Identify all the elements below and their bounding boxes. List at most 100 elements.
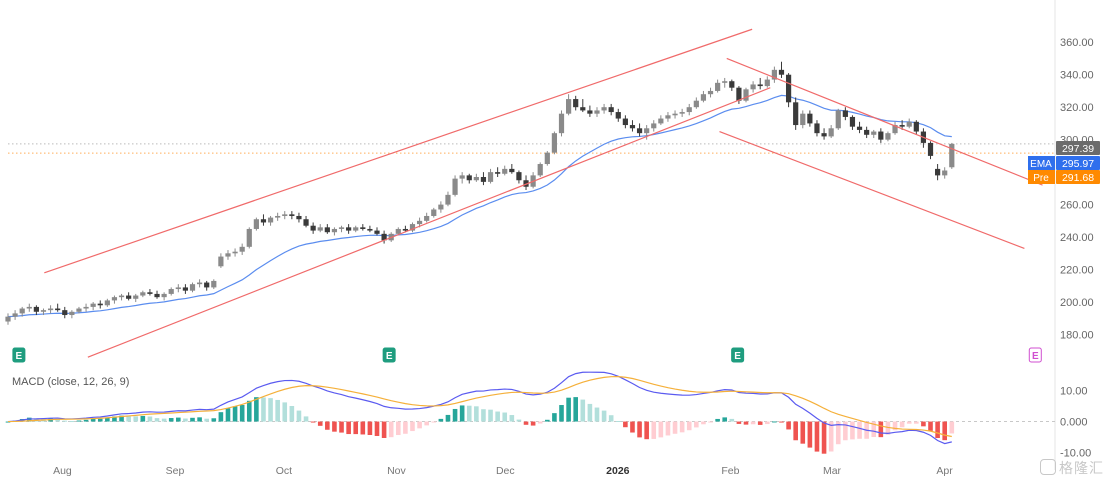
price-label-value: 295.97 xyxy=(1062,158,1094,170)
macd-histogram-bar xyxy=(523,421,529,425)
candle-body xyxy=(693,100,699,108)
candle-body xyxy=(196,282,203,285)
macd-histogram-bar xyxy=(26,417,32,422)
macd-histogram-bar xyxy=(658,421,664,438)
candle-body xyxy=(878,131,884,140)
candle-body xyxy=(267,217,274,223)
macd-histogram-bar xyxy=(176,417,181,422)
macd-histogram-bar xyxy=(644,421,649,440)
candle-body xyxy=(573,99,579,108)
macd-histogram-bar xyxy=(417,421,422,429)
trend-channel-line xyxy=(87,87,771,358)
macd-histogram-bar xyxy=(55,418,60,422)
candle-body xyxy=(360,227,366,229)
macd-histogram-bar xyxy=(821,421,827,454)
macd-histogram-bar xyxy=(296,410,302,422)
candle-body xyxy=(431,209,437,216)
macd-histogram-bar xyxy=(814,421,820,452)
macd-tick-label: 0.000 xyxy=(1060,417,1088,429)
macd-histogram-bar xyxy=(211,418,217,422)
candle-body xyxy=(19,308,25,314)
macd-histogram-bar xyxy=(218,412,224,422)
candle-body xyxy=(239,246,245,252)
candle-body xyxy=(346,227,352,231)
macd-histogram-bar xyxy=(289,405,295,422)
macd-histogram-bar xyxy=(608,415,614,422)
ema-line xyxy=(7,94,952,318)
candle-body xyxy=(324,227,330,233)
macd-histogram-bar xyxy=(559,405,564,422)
candle-body xyxy=(778,69,785,75)
macd-histogram-bar xyxy=(410,421,415,432)
macd-histogram-bar xyxy=(119,415,124,422)
macd-histogram-bar xyxy=(303,416,309,422)
candle-body xyxy=(856,126,863,130)
candle-body xyxy=(750,84,756,90)
month-tick-label: Nov xyxy=(387,465,406,477)
price-label-bg xyxy=(1056,141,1100,155)
macd-histogram-bar xyxy=(395,421,401,436)
candle-body xyxy=(275,215,281,218)
macd-signal-line xyxy=(7,376,952,438)
macd-histogram-bar xyxy=(154,418,160,422)
price-tick-label: 200.00 xyxy=(1060,297,1094,309)
macd-layer xyxy=(5,371,1055,454)
candle-body xyxy=(409,224,416,231)
candle-body xyxy=(182,287,189,291)
macd-histogram-bar xyxy=(871,421,877,438)
macd-histogram-bar xyxy=(637,421,642,438)
macd-histogram-bar xyxy=(466,405,472,422)
watermark: 格隆汇 xyxy=(1040,458,1104,478)
macd-histogram-bar xyxy=(793,421,798,441)
macd-histogram-bar xyxy=(268,398,273,422)
macd-histogram-bar xyxy=(701,421,706,425)
candle-body xyxy=(111,297,118,301)
candle-body xyxy=(927,142,934,156)
macd-histogram-bar xyxy=(403,421,408,434)
macd-line xyxy=(7,371,952,445)
price-label-tag-bg xyxy=(1028,170,1055,184)
macd-histogram-bar xyxy=(105,417,110,422)
candle-body xyxy=(416,220,423,225)
macd-histogram-bar xyxy=(537,421,543,424)
macd-histogram-bar xyxy=(764,421,770,425)
price-label-value: 291.68 xyxy=(1062,172,1094,184)
candle-body xyxy=(906,121,912,127)
candle-body xyxy=(835,110,841,129)
macd-histogram-bar xyxy=(452,408,458,422)
macd-histogram-bar xyxy=(317,421,323,426)
candle-body xyxy=(374,230,380,234)
candle-body xyxy=(849,116,856,127)
candle-body xyxy=(310,225,316,231)
macd-histogram-bar xyxy=(90,418,96,422)
month-tick-label: Mar xyxy=(823,465,842,477)
candle-body xyxy=(480,177,487,182)
price-label-bg xyxy=(1056,156,1100,170)
macd-histogram-bar xyxy=(438,418,444,422)
price-label-bg xyxy=(1056,170,1100,184)
macd-histogram-bar xyxy=(474,406,479,422)
macd-histogram-bar xyxy=(197,417,202,422)
macd-histogram-bar xyxy=(339,421,344,433)
ema-layer xyxy=(7,94,952,318)
macd-histogram-bar xyxy=(694,421,699,428)
macd-histogram-bar xyxy=(161,418,167,422)
macd-histogram-bar xyxy=(857,421,862,439)
candle-body xyxy=(55,308,61,311)
macd-histogram-bar xyxy=(112,416,117,422)
macd-histogram-bar xyxy=(566,397,571,422)
candle-body xyxy=(395,228,401,234)
candle-body xyxy=(566,99,572,114)
candle-body xyxy=(353,227,359,231)
macd-histogram-bar xyxy=(246,400,252,422)
macd-histogram-bar xyxy=(729,418,735,422)
candle-body xyxy=(495,172,501,174)
macd-histogram-bar xyxy=(481,409,486,422)
candle-body xyxy=(140,292,146,296)
earnings-marker-label: E xyxy=(386,351,393,362)
candle-body xyxy=(424,215,430,221)
macd-histogram-bar xyxy=(530,421,536,426)
candle-body xyxy=(253,219,259,229)
candle-body xyxy=(686,107,692,113)
